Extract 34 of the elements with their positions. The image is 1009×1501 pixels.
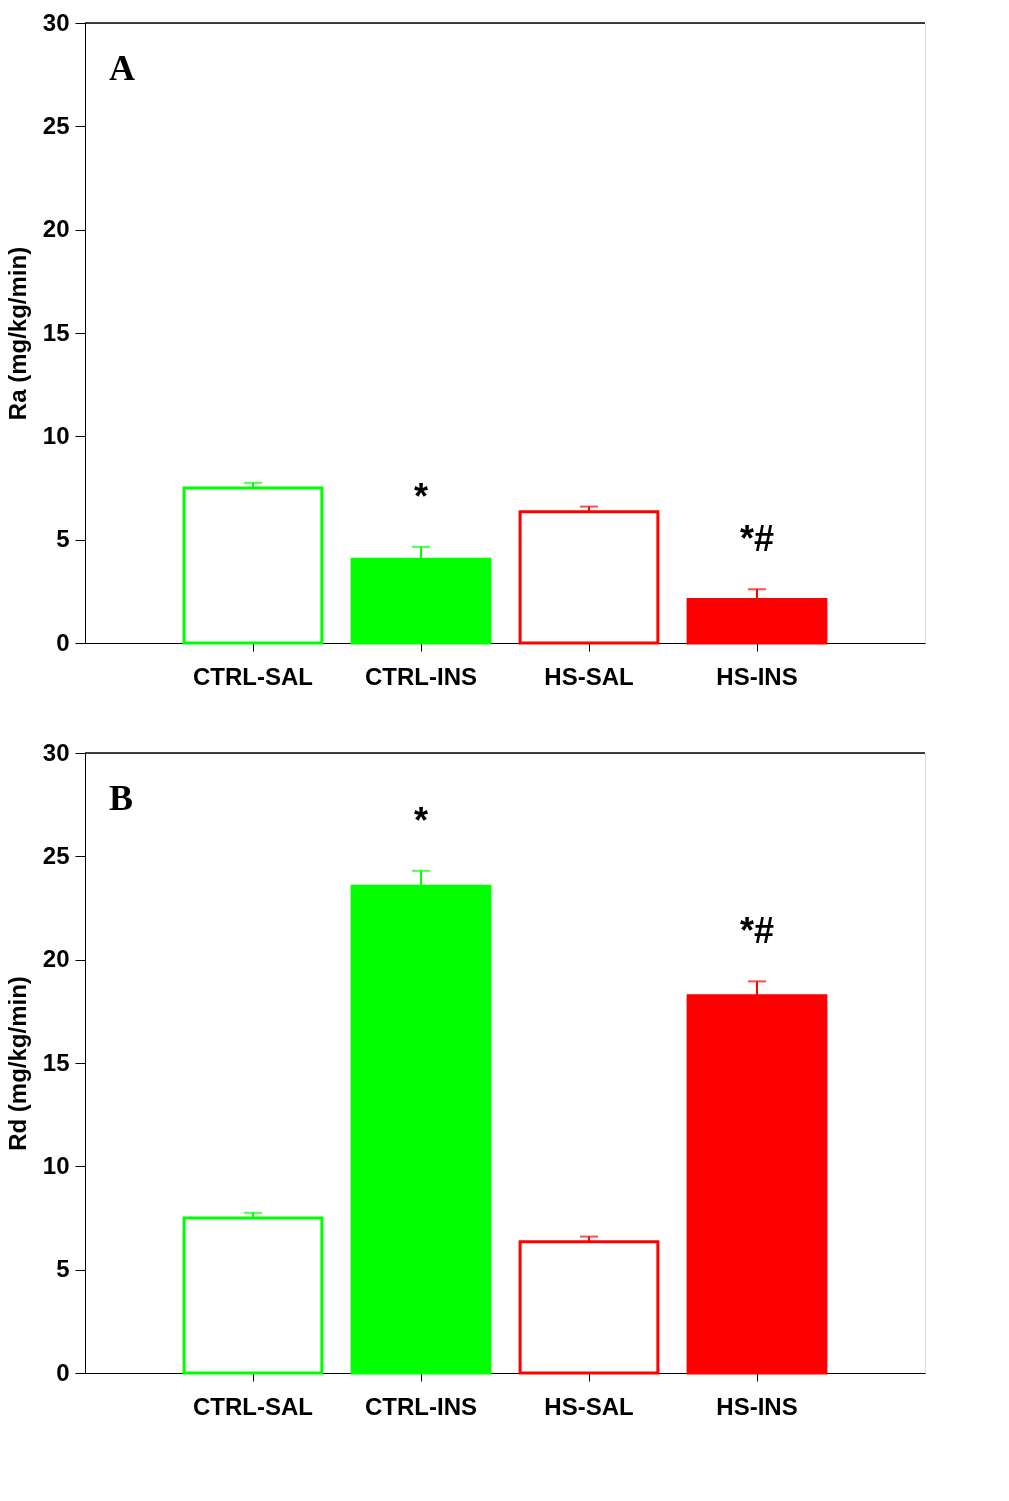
x-tick-label: HS-SAL (544, 662, 634, 690)
y-tick-label: 20 (42, 945, 70, 973)
annotation: A (109, 48, 135, 88)
y-tick-label: 0 (56, 1358, 70, 1386)
bar (518, 1240, 660, 1375)
annotation: * (413, 475, 429, 517)
y-tick-label: 10 (42, 1151, 70, 1179)
y-tick-label: 15 (42, 1048, 70, 1076)
y-tick-label: 5 (56, 1255, 70, 1283)
y-tick-label: 15 (42, 318, 70, 346)
y-tick-label: 10 (42, 421, 70, 449)
y-tick-label: 30 (42, 8, 70, 36)
x-tick-label: HS-INS (716, 1392, 798, 1420)
x-tick-label: HS-INS (716, 662, 798, 690)
bar (518, 510, 660, 645)
x-tick-label: CTRL-INS (365, 1392, 477, 1420)
x-tick-label: HS-SAL (544, 1392, 634, 1420)
y-tick-label: 5 (56, 525, 70, 553)
bar (182, 486, 324, 645)
x-tick-label: CTRL-SAL (193, 662, 313, 690)
annotation: *# (739, 518, 775, 560)
y-tick-label: 0 (56, 628, 70, 656)
y-tick-label: 20 (42, 215, 70, 243)
annotation: B (109, 778, 134, 818)
y-tick-label: 25 (42, 841, 70, 869)
bar (182, 1216, 324, 1375)
y-axis-title: Rd (mg/kg/min) (3, 976, 31, 1151)
y-tick-label: 25 (42, 111, 70, 139)
annotation: *# (739, 910, 775, 952)
x-tick-label: CTRL-SAL (193, 1392, 313, 1420)
y-axis-title: Ra (mg/kg/min) (3, 246, 31, 421)
x-tick-label: CTRL-INS (365, 662, 477, 690)
y-tick-label: 30 (42, 738, 70, 766)
annotation: * (413, 799, 429, 841)
